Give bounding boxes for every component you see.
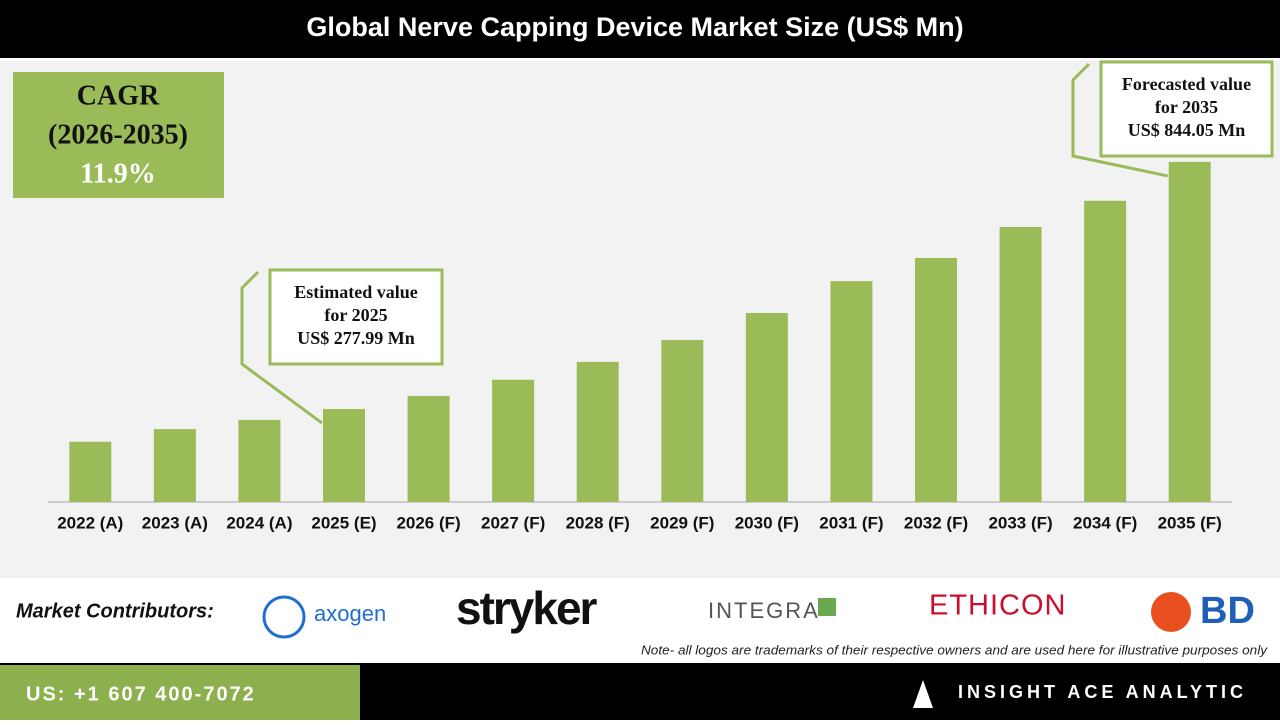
x-tick-label: 2024 (A) [226,513,292,532]
x-tick-label: 2028 (F) [566,513,630,532]
bar [661,340,704,502]
x-tick-label: 2027 (F) [481,513,545,532]
x-tick-label: 2033 (F) [988,513,1052,532]
x-tick-label: 2030 (F) [735,513,799,532]
bar [1168,161,1211,502]
logo: ETHICON [929,590,1067,622]
annotation-box [268,268,444,366]
logo-icon [818,598,836,616]
annotation-text: US$ 844.05 Mn [1128,120,1246,140]
bar [492,379,535,502]
bar [323,409,365,502]
x-tick-label: 2023 (A) [142,513,208,532]
cagr-value: 11.9% [80,158,155,189]
bar [69,441,112,502]
bar [238,419,281,502]
annotations: Estimated value for 2025 US$ 277.99 Mn Fore… [240,60,1274,425]
cagr-period: (2026-2035) [48,119,188,150]
phone: US: +1 607 400-7072 [26,683,256,705]
logo-icon [262,595,306,639]
bar [153,429,196,502]
x-tick-label: 2029 (F) [650,513,714,532]
cagr-box [13,72,224,198]
x-tick-label: 2025 (E) [311,513,376,532]
logo: axogen [314,601,386,626]
bar [915,257,957,502]
bar [407,395,450,502]
bar [999,226,1042,502]
bar [576,361,619,502]
bars: 2022 (A) 2023 (A) 2024 (A) 2025 (E) 2026 (F)… [57,161,1222,532]
logo: stryker [456,582,598,634]
brand-icon [913,680,933,708]
logo: BD [1200,590,1255,632]
title-bar [0,0,1280,58]
x-tick-label: 2034 (F) [1073,513,1137,532]
phone-box [0,665,360,720]
bar [1084,200,1127,503]
annotation-text: for 2035 [1155,97,1218,117]
logo: INTEGRA [708,598,820,623]
x-tick-label: 2035 (F) [1158,513,1222,532]
contributors-label: Market Contributors: [16,600,214,622]
x-tick-label: 2026 (F) [396,513,460,532]
x-tick-label: 2022 (A) [57,513,123,532]
note: Note- all logos are trademarks of their … [641,642,1269,657]
cagr-label: CAGR [77,80,160,111]
brand: INSIGHT ACE ANALYTIC [958,682,1247,702]
x-tick-label: 2032 (F) [904,513,968,532]
chart-title: Global Nerve Capping Device Market Size … [306,12,963,42]
annotation-box [1099,60,1274,158]
x-tick-label: 2031 (F) [819,513,883,532]
logo-icon [1151,592,1191,632]
bar [830,281,873,502]
annotation-text: Forecasted value [1122,74,1251,94]
leader-line [1071,62,1169,178]
annotation-text: for 2025 [324,305,387,325]
leader-line [240,270,323,425]
annotation-text: Estimated value [294,282,418,302]
bar [745,312,788,502]
annotation-text: US$ 277.99 Mn [297,328,415,348]
